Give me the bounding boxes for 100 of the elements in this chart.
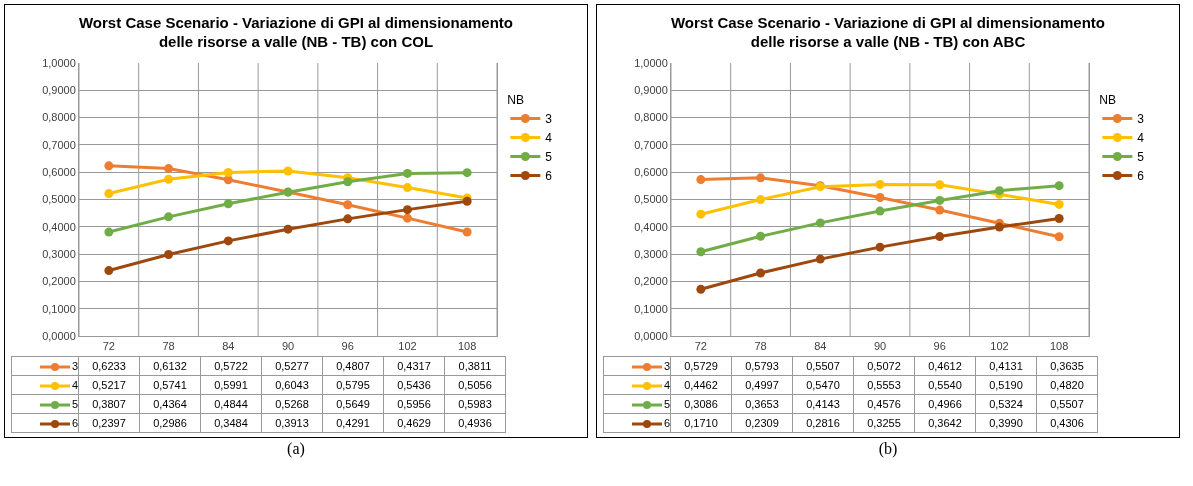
point [875, 206, 885, 216]
legend-label: 6 [1137, 169, 1145, 184]
legend-label: 4 [1137, 131, 1145, 146]
point [402, 168, 412, 178]
data-label: 0,5722 [200, 356, 262, 376]
data-label: 0,4291 [322, 413, 384, 433]
point [164, 212, 174, 222]
y-tick-label: 0,0000 [634, 329, 668, 342]
data-label: 0,4131 [975, 356, 1037, 376]
y-tick-label: 0,6000 [42, 166, 76, 179]
data-label: 0,3990 [975, 413, 1037, 433]
y-tick-label: 0,2000 [42, 275, 76, 288]
data-label: 0,3635 [1036, 356, 1098, 376]
data-label: 0,4629 [383, 413, 445, 433]
data-label: 0,6233 [78, 356, 140, 376]
data-label: 0,3642 [914, 413, 976, 433]
chart-title: Worst Case Scenario - Variazione di GPI al dimensionamento delle risorse a valle (NB - TB) con COL [78, 13, 514, 51]
data-label: 0,4306 [1036, 413, 1098, 433]
point [696, 284, 706, 294]
y-tick-label: 0,8000 [634, 111, 668, 124]
data-label: 0,6132 [139, 356, 201, 376]
text: 4 [71, 378, 78, 391]
x-tick-label: 90 [281, 340, 295, 353]
y-tick-label: 0,8000 [42, 111, 76, 124]
data-label: 0,3653 [731, 394, 793, 414]
point [343, 177, 353, 187]
data-label: 0,5072 [853, 356, 915, 376]
text: (a) [286, 440, 306, 458]
text: 5 [663, 397, 670, 410]
data-label: 0,4844 [200, 394, 262, 414]
data-label: 0,2309 [731, 413, 793, 433]
x-tick-label: 108 [457, 340, 477, 353]
point [104, 266, 114, 276]
data-label: 0,4364 [139, 394, 201, 414]
data-label: 0,4612 [914, 356, 976, 376]
point [343, 214, 353, 224]
point [104, 161, 114, 171]
data-label: 0,4576 [853, 394, 915, 414]
data-label: 0,4820 [1036, 375, 1098, 395]
data-label: 0,5553 [853, 375, 915, 395]
x-tick-label: 96 [933, 340, 946, 353]
legend-title: NB [1099, 93, 1117, 108]
data-label: 0,3086 [670, 394, 732, 414]
legend-title: NB [507, 93, 525, 108]
x-tick-label: 102 [398, 340, 417, 353]
y-tick-label: 0,7000 [634, 138, 668, 151]
point [756, 268, 766, 278]
data-label: 0,5729 [670, 356, 732, 376]
text: (b) [877, 440, 899, 458]
data-label: 0,3913 [261, 413, 323, 433]
data-label: 0,4936 [444, 413, 506, 433]
data-label: 0,1710 [670, 413, 732, 433]
point [343, 200, 353, 210]
data-label: 0,4462 [670, 375, 732, 395]
text: 6 [663, 416, 670, 429]
data-label: 0,6043 [261, 375, 323, 395]
legend-label: 5 [1137, 150, 1145, 165]
data-label: 0,4807 [322, 356, 384, 376]
data-label: 0,4966 [914, 394, 976, 414]
point [1054, 232, 1064, 242]
data-label: 0,4317 [383, 356, 445, 376]
x-tick-label: 78 [162, 340, 175, 353]
data-label: 0,3807 [78, 394, 140, 414]
data-label: 0,5649 [322, 394, 384, 414]
y-tick-label: 0,7000 [42, 138, 76, 151]
y-tick-label: 0,5000 [634, 193, 668, 206]
data-label: 0,5277 [261, 356, 323, 376]
y-tick-label: 0,1000 [42, 302, 76, 315]
y-tick-label: 0,3000 [634, 247, 668, 260]
legend-label: 6 [545, 169, 553, 184]
y-tick-label: 1,0000 [634, 56, 668, 69]
point [223, 199, 233, 209]
point [696, 175, 706, 185]
point [223, 236, 233, 246]
legend-label: 4 [545, 131, 553, 146]
legend-label: 3 [1137, 112, 1145, 127]
data-label: 0,3255 [853, 413, 915, 433]
text: 5 [71, 397, 78, 410]
point [696, 209, 706, 219]
point [875, 242, 885, 252]
data-label: 0,5436 [383, 375, 445, 395]
data-label: 0,2816 [792, 413, 854, 433]
data-label: 0,5268 [261, 394, 323, 414]
point [283, 224, 293, 234]
y-tick-label: 0,9000 [42, 84, 76, 97]
x-tick-label: 84 [814, 340, 827, 353]
data-label: 0,4143 [792, 394, 854, 414]
data-label: 0,5324 [975, 394, 1037, 414]
y-tick-label: 0,9000 [634, 84, 668, 97]
y-tick-label: 0,2000 [634, 275, 668, 288]
data-label: 0,5507 [1036, 394, 1098, 414]
point [402, 205, 412, 215]
point [1054, 199, 1064, 209]
y-tick-label: 0,6000 [634, 166, 668, 179]
data-label: 0,5793 [731, 356, 793, 376]
point [815, 218, 825, 228]
point [164, 164, 174, 174]
legend-label: 5 [545, 150, 553, 165]
text: 4 [663, 378, 670, 391]
text: 3 [71, 359, 78, 372]
